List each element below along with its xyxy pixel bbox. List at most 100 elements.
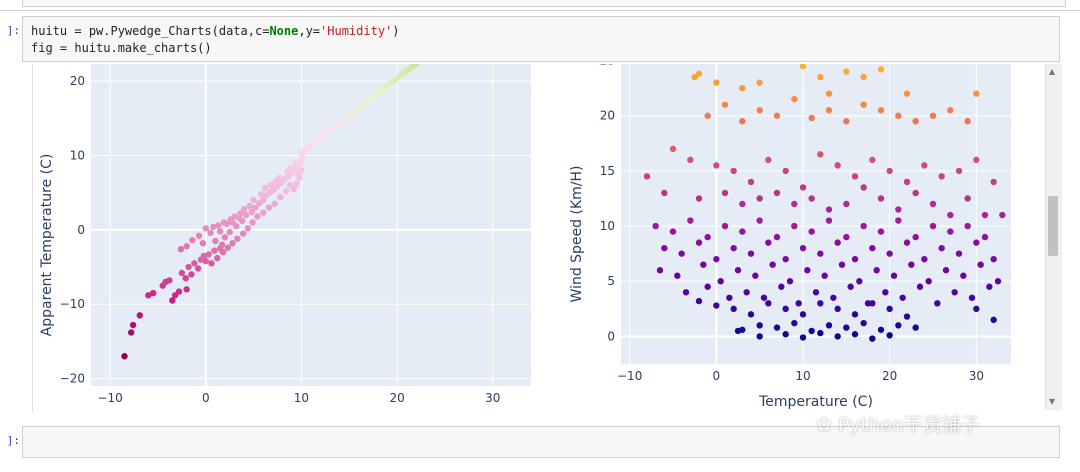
- scatter-point[interactable]: [834, 305, 841, 313]
- scatter-point[interactable]: [990, 316, 997, 324]
- scatter-point[interactable]: [791, 95, 798, 103]
- scatter-point[interactable]: [899, 294, 906, 301]
- scatter-point[interactable]: [782, 305, 789, 313]
- scatter-point[interactable]: [188, 271, 195, 278]
- scatter-point[interactable]: [687, 156, 694, 164]
- scatter-point[interactable]: [799, 64, 807, 70]
- scatter-point[interactable]: [258, 190, 265, 198]
- scatter-point[interactable]: [886, 250, 893, 257]
- scatter-point[interactable]: [215, 222, 222, 229]
- scatter-point[interactable]: [882, 289, 889, 296]
- scrollbar-thumb[interactable]: [1048, 196, 1058, 256]
- scatter-point[interactable]: [227, 216, 234, 223]
- scatter-point[interactable]: [221, 234, 229, 241]
- scatter-point[interactable]: [964, 222, 971, 230]
- scatter-point[interactable]: [916, 283, 924, 290]
- scatter-point[interactable]: [739, 200, 746, 208]
- scatter-point[interactable]: [817, 73, 824, 81]
- scatter-point[interactable]: [851, 255, 859, 263]
- scatter-point[interactable]: [178, 269, 186, 277]
- scatter-point[interactable]: [986, 283, 993, 290]
- scatter-point[interactable]: [730, 244, 737, 252]
- scatter-point[interactable]: [817, 250, 824, 257]
- scatter-point[interactable]: [765, 156, 772, 164]
- scatter-point[interactable]: [981, 211, 989, 219]
- scatter-point[interactable]: [886, 332, 893, 339]
- scatter-point[interactable]: [921, 255, 928, 263]
- scatter-point[interactable]: [747, 178, 755, 186]
- scatter-point[interactable]: [145, 292, 152, 299]
- scatter-point[interactable]: [194, 265, 202, 272]
- scatter-point[interactable]: [678, 250, 685, 257]
- scatter-point[interactable]: [218, 241, 226, 248]
- scatter-point[interactable]: [825, 90, 833, 97]
- scatter-point[interactable]: [860, 101, 867, 108]
- scatter-point[interactable]: [860, 319, 867, 327]
- scatter-point[interactable]: [955, 167, 963, 175]
- scatter-point[interactable]: [756, 322, 763, 329]
- scatter-point[interactable]: [661, 244, 668, 252]
- scatter-point[interactable]: [211, 247, 218, 254]
- scatter-point[interactable]: [695, 195, 703, 202]
- scatter-point[interactable]: [804, 267, 811, 274]
- scatter-point[interactable]: [765, 239, 772, 246]
- scatter-point[interactable]: [205, 251, 212, 258]
- scatter-point[interactable]: [895, 206, 902, 213]
- scatter-point[interactable]: [747, 311, 755, 318]
- scatter-point[interactable]: [851, 331, 859, 338]
- scatter-point[interactable]: [782, 331, 789, 338]
- scatter-point[interactable]: [177, 246, 185, 253]
- scatter-point[interactable]: [756, 333, 763, 340]
- scatter-point[interactable]: [817, 151, 824, 158]
- scatter-point[interactable]: [752, 272, 759, 279]
- code-cell[interactable]: huitu = pw.Pywedge_Charts(data,c=None,y=…: [22, 16, 1060, 62]
- scatter-point[interactable]: [721, 101, 729, 108]
- scatter-point[interactable]: [713, 79, 720, 86]
- scatter-point[interactable]: [415, 64, 421, 65]
- scatter-point[interactable]: [248, 208, 255, 216]
- scatter-point[interactable]: [999, 211, 1006, 219]
- scatter-point[interactable]: [272, 178, 279, 185]
- scatter-point[interactable]: [292, 159, 299, 167]
- scatter-point[interactable]: [226, 228, 233, 236]
- scatter-point[interactable]: [886, 305, 893, 313]
- scatter-point[interactable]: [661, 189, 668, 197]
- scatter-point[interactable]: [249, 219, 256, 226]
- scatter-point[interactable]: [212, 237, 219, 245]
- scatter-point[interactable]: [869, 300, 876, 307]
- scatter-point[interactable]: [773, 233, 781, 241]
- scatter-point[interactable]: [259, 209, 267, 216]
- scatter-point[interactable]: [166, 277, 173, 284]
- scatter-point[interactable]: [127, 329, 135, 336]
- scatter-point[interactable]: [964, 195, 971, 202]
- scatter-point[interactable]: [791, 222, 798, 230]
- scatter-point[interactable]: [726, 294, 733, 301]
- scatter-point[interactable]: [687, 217, 694, 224]
- scatter-point[interactable]: [704, 283, 711, 290]
- scatter-point[interactable]: [295, 170, 302, 178]
- scatter-point[interactable]: [412, 64, 419, 68]
- scatter-point[interactable]: [929, 200, 937, 208]
- scatter-point[interactable]: [700, 261, 707, 268]
- scatter-point[interactable]: [721, 189, 729, 197]
- scatter-point[interactable]: [851, 173, 859, 180]
- scatter-point[interactable]: [903, 178, 911, 186]
- scatter-point[interactable]: [843, 324, 850, 331]
- scatter-point[interactable]: [756, 107, 763, 114]
- scatter-point[interactable]: [643, 173, 651, 180]
- scatter-point[interactable]: [283, 168, 291, 176]
- scatter-point[interactable]: [704, 112, 711, 119]
- scatter-point[interactable]: [695, 239, 703, 246]
- scatter-point[interactable]: [734, 267, 742, 274]
- scatter-point[interactable]: [877, 326, 885, 333]
- scatter-point[interactable]: [224, 244, 231, 251]
- scatter-point[interactable]: [739, 84, 746, 92]
- scatter-point[interactable]: [817, 300, 824, 307]
- scatter-point[interactable]: [239, 230, 247, 237]
- scatter-point[interactable]: [199, 240, 207, 247]
- scatter-point[interactable]: [730, 305, 737, 313]
- wind-speed-scatter[interactable]: −10 0 10 20 30 0 5 10 15 20 25 Temperature (C) Wind …: [569, 64, 1011, 410]
- scatter-point[interactable]: [812, 289, 820, 296]
- scatter-point[interactable]: [951, 289, 958, 296]
